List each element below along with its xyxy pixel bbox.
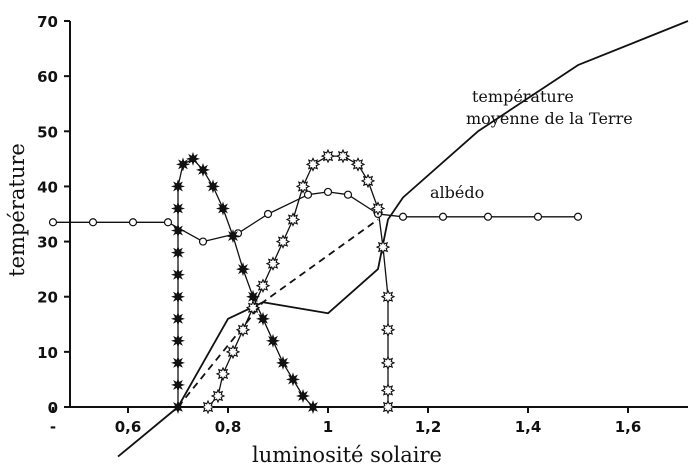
black-daisies-point xyxy=(170,223,186,238)
black-daisies-point xyxy=(276,355,290,370)
white-daisies-point xyxy=(380,322,396,338)
dashed-reference-line xyxy=(177,218,379,408)
black-daisies-point xyxy=(235,262,251,277)
black-daisies-point xyxy=(170,333,186,348)
label-layer: luminosité solaire température températu… xyxy=(5,87,633,467)
series-layer xyxy=(53,20,689,458)
x-tick-label: 1,2 xyxy=(415,418,442,436)
y-tick-label: 30 xyxy=(37,234,58,252)
black-daisies-point xyxy=(185,151,201,166)
black-daisies-point xyxy=(196,162,210,177)
white-daisies-point xyxy=(380,289,396,305)
black-daisies-point xyxy=(170,179,186,194)
albedo-point xyxy=(198,237,208,246)
albedo-point xyxy=(483,212,493,221)
white-daisies-point xyxy=(350,157,366,172)
albedo-point xyxy=(128,218,138,227)
black-daisies-point xyxy=(171,201,185,216)
white-daisies-point xyxy=(360,173,376,189)
white-daisies-point xyxy=(200,399,216,415)
white-daisies-point xyxy=(275,234,291,249)
x-axis-title: luminosité solaire xyxy=(252,443,442,467)
white-daisies-point xyxy=(265,256,281,271)
albedo-point xyxy=(323,187,333,197)
albedo-annotation: albédo xyxy=(430,183,484,202)
temperature-extension-line xyxy=(117,406,179,458)
marker-layer xyxy=(48,148,583,415)
black-daisies-point xyxy=(306,400,320,414)
white-daisies-point xyxy=(235,322,251,338)
albedo-point xyxy=(573,212,583,221)
albedo-point xyxy=(438,212,448,221)
albedo-point xyxy=(398,212,408,221)
white-daisies-point xyxy=(370,201,386,216)
white-daisies-point xyxy=(295,179,311,194)
albedo-point xyxy=(343,190,353,199)
y-tick-label: 70 xyxy=(37,13,58,31)
temperature-line xyxy=(177,20,689,408)
temperature-annotation-line1: température xyxy=(472,87,574,106)
albedo-point xyxy=(533,212,543,221)
albedo-line xyxy=(53,191,578,243)
black-daisies-point xyxy=(171,289,185,304)
black-daisies-point xyxy=(171,400,185,414)
white-daisies-point xyxy=(380,399,396,415)
white-daisies-point xyxy=(380,383,396,398)
white-daisies-line xyxy=(207,155,389,408)
y-tick-label: 60 xyxy=(37,68,58,86)
black-daisies-point xyxy=(216,201,230,216)
albedo-point xyxy=(88,218,98,227)
albedo-point xyxy=(263,209,273,219)
black-daisies-point xyxy=(255,311,271,326)
y-tick-label: 40 xyxy=(37,178,58,196)
black-daisies-point xyxy=(285,372,301,387)
black-daisies-point xyxy=(265,333,281,348)
white-daisies-point xyxy=(380,355,396,371)
black-daisies-point xyxy=(170,311,186,326)
white-daisies-point xyxy=(320,148,336,164)
white-daisies-point xyxy=(225,344,241,360)
x-tick-label: 1,4 xyxy=(515,418,542,436)
x-tick-label: 1,6 xyxy=(615,418,642,436)
black-daisies-point xyxy=(170,377,186,392)
y-tick-label: 50 xyxy=(37,123,58,141)
black-daisies-point xyxy=(170,267,186,282)
x-tick-label: 0,6 xyxy=(115,418,142,436)
white-daisies-point xyxy=(210,388,226,404)
y-tick-label: 20 xyxy=(37,289,58,307)
black-daisies-point xyxy=(205,179,221,194)
black-daisies-point xyxy=(295,389,311,403)
albedo-point xyxy=(303,190,313,199)
white-daisies-point xyxy=(215,366,231,382)
white-daisies-point xyxy=(245,300,261,315)
x-tick-label: - xyxy=(50,418,56,436)
x-tick-label: 0,8 xyxy=(215,418,242,436)
black-daisies-point xyxy=(175,157,191,172)
white-daisies-point xyxy=(285,212,301,227)
white-daisies-point xyxy=(335,148,351,164)
albedo-point xyxy=(163,218,173,227)
albedo-point xyxy=(48,218,58,227)
x-tick-label: 1 xyxy=(323,418,333,436)
black-daisies-point xyxy=(225,229,241,244)
y-tick-label: 10 xyxy=(37,344,58,362)
white-daisies-point xyxy=(255,278,271,294)
black-daisies-point xyxy=(171,355,185,370)
y-axis-title: température xyxy=(5,143,29,277)
black-daisies-point xyxy=(171,245,185,260)
temperature-annotation-line2: moyenne de la Terre xyxy=(466,109,633,128)
white-daisies-point xyxy=(375,239,391,255)
white-daisies-point xyxy=(305,157,321,172)
